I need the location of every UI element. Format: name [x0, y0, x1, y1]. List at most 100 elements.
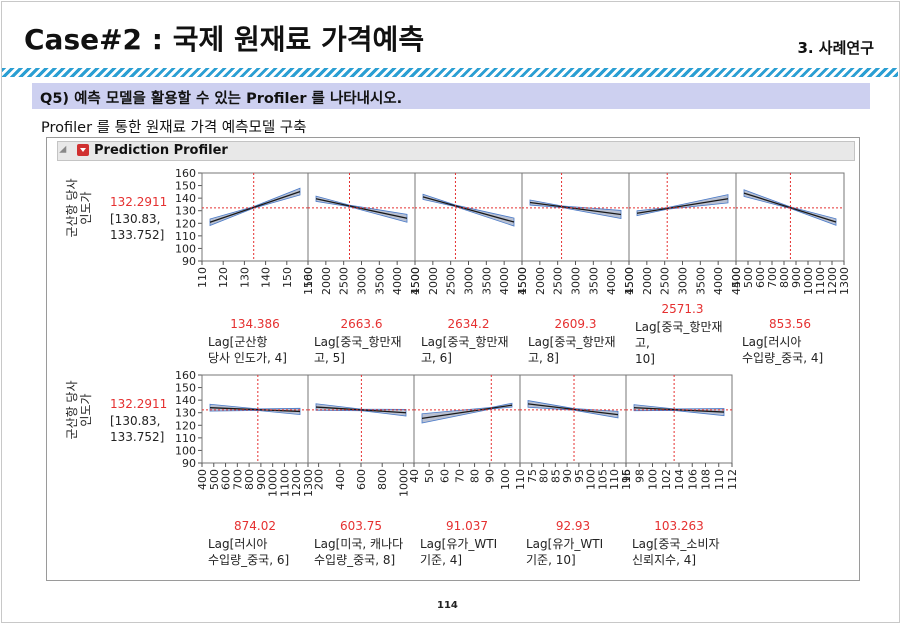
- x-tick-label: 400: [730, 267, 743, 288]
- x-tick-label: 1500: [516, 267, 529, 295]
- factor-label: Lag[중국_항만재: [635, 320, 723, 334]
- x-tick-label: 1000: [397, 469, 410, 497]
- factor-label: 기준, 4]: [420, 553, 462, 567]
- x-tick-label: 150: [281, 267, 294, 288]
- prediction-trace: [636, 198, 729, 214]
- x-tick-label: 2000: [534, 267, 547, 295]
- x-tick-label: 400: [334, 469, 347, 490]
- x-tick-label: 60: [438, 469, 451, 483]
- y-tick-label: 110: [175, 230, 196, 243]
- x-tick-label: 2000: [641, 267, 654, 295]
- x-tick-label: 3000: [570, 267, 583, 295]
- x-tick-label: 160: [302, 267, 315, 288]
- x-tick-label: 800: [243, 469, 256, 490]
- y-tick-label: 160: [175, 167, 196, 180]
- x-tick-label: 110: [713, 469, 726, 490]
- y-tick-label: 150: [175, 382, 196, 395]
- factor-value: 2571.3: [662, 302, 704, 316]
- factor-label: Lag[군산항: [208, 335, 267, 349]
- question-bar: Q5) 예측 모델을 활용할 수 있는 Profiler 를 나타내시오.: [32, 83, 870, 109]
- factor-value: 2663.6: [341, 317, 383, 331]
- y-tick-label: 120: [175, 419, 196, 432]
- x-tick-label: 1100: [814, 267, 827, 295]
- x-tick-label: 115: [620, 469, 633, 490]
- prediction-trace: [421, 404, 513, 420]
- factor-label: Lag[중국_항만재: [528, 335, 616, 349]
- red-triangle-menu-icon[interactable]: [77, 144, 89, 156]
- x-tick-label: 1200: [290, 469, 303, 497]
- factor-value: 2609.3: [555, 317, 597, 331]
- x-tick-label: 3500: [587, 267, 600, 295]
- x-tick-label: 100: [499, 469, 512, 490]
- x-tick-label: 3000: [463, 267, 476, 295]
- factor-label: 고, 8]: [528, 351, 559, 365]
- factor-label: Lag[중국_항만재: [314, 335, 402, 349]
- x-tick-label: 96: [620, 469, 633, 483]
- factor-label: 수입량_중국, 6]: [208, 553, 289, 567]
- factor-label: 수입량_중국, 4]: [742, 351, 823, 365]
- x-tick-label: 90: [484, 469, 497, 483]
- x-tick-label: 98: [633, 469, 646, 483]
- x-tick-label: 140: [260, 267, 273, 288]
- factor-value: 134.386: [230, 317, 280, 331]
- factor-plot-box: [625, 374, 733, 464]
- factor-value: 603.75: [340, 519, 382, 533]
- x-tick-label: 1300: [302, 469, 315, 497]
- subtitle: Profiler 를 통한 원재료 가격 예측모델 구축: [41, 120, 307, 136]
- x-tick-label: 2500: [445, 267, 458, 295]
- factor-label: Lag[유가_WTI: [526, 537, 603, 551]
- x-tick-label: 600: [754, 267, 767, 288]
- y-tick-label: 130: [175, 407, 196, 420]
- x-tick-label: 200: [313, 469, 326, 490]
- response-ci-high: 133.752]: [110, 430, 164, 444]
- y-tick-label: 110: [175, 432, 196, 445]
- factor-label: Lag[러시아: [742, 335, 801, 349]
- response-ci-high: 133.752]: [110, 228, 164, 242]
- x-tick-label: 80: [469, 469, 482, 483]
- x-tick-label: 2000: [320, 267, 333, 295]
- x-tick-label: 80: [538, 469, 551, 483]
- x-tick-label: 2500: [659, 267, 672, 295]
- y-tick-label: 160: [175, 369, 196, 382]
- x-tick-label: 110: [514, 469, 527, 490]
- response-ci-low: [130.83,: [110, 212, 160, 226]
- x-tick-label: 2500: [338, 267, 351, 295]
- x-tick-label: 110: [608, 469, 621, 490]
- factor-label: 고, 6]: [421, 351, 452, 365]
- x-tick-label: 1000: [267, 469, 280, 497]
- x-tick-label: 2500: [552, 267, 565, 295]
- x-tick-label: 800: [778, 267, 791, 288]
- factor-value: 2634.2: [448, 317, 490, 331]
- x-tick-label: 400: [196, 469, 209, 490]
- x-tick-label: 100: [647, 469, 660, 490]
- x-tick-label: 106: [686, 469, 699, 490]
- x-tick-label: 70: [453, 469, 466, 483]
- prediction-profiler-panel: Prediction Profiler 160 150 140 130 120 110 10…: [46, 137, 860, 581]
- x-tick-label: 4000: [712, 267, 725, 295]
- factor-plot-box: [519, 374, 627, 464]
- x-tick-label: 1200: [826, 267, 839, 295]
- x-tick-label: 1100: [278, 469, 291, 497]
- question-text: Q5) 예측 모델을 활용할 수 있는 Profiler 를 나타내시오.: [40, 91, 403, 107]
- x-tick-label: 4000: [391, 267, 404, 295]
- factor-label: 고,: [635, 336, 650, 350]
- prediction-trace: [527, 403, 619, 416]
- y-tick-label: 140: [175, 192, 196, 205]
- prediction-trace: [209, 190, 301, 223]
- factor-label: 신뢰지수, 4]: [632, 553, 696, 567]
- y-tick-label: 90: [182, 457, 196, 470]
- x-tick-label: 4000: [498, 267, 511, 295]
- page-title: Case#2 : 국제 원재료 가격예측: [24, 23, 425, 56]
- x-tick-label: 1500: [623, 267, 636, 295]
- factor-label: 10]: [635, 352, 655, 366]
- factor-label: Lag[러시아: [208, 537, 267, 551]
- response-value: 132.2911: [110, 195, 167, 209]
- x-tick-label: 700: [231, 469, 244, 490]
- x-tick-label: 2000: [427, 267, 440, 295]
- x-tick-label: 40: [408, 469, 421, 483]
- x-tick-label: 4500: [730, 267, 743, 295]
- x-tick-label: 100: [585, 469, 598, 490]
- factor-value: 853.56: [769, 317, 811, 331]
- response-ci-low: [130.83,: [110, 414, 160, 428]
